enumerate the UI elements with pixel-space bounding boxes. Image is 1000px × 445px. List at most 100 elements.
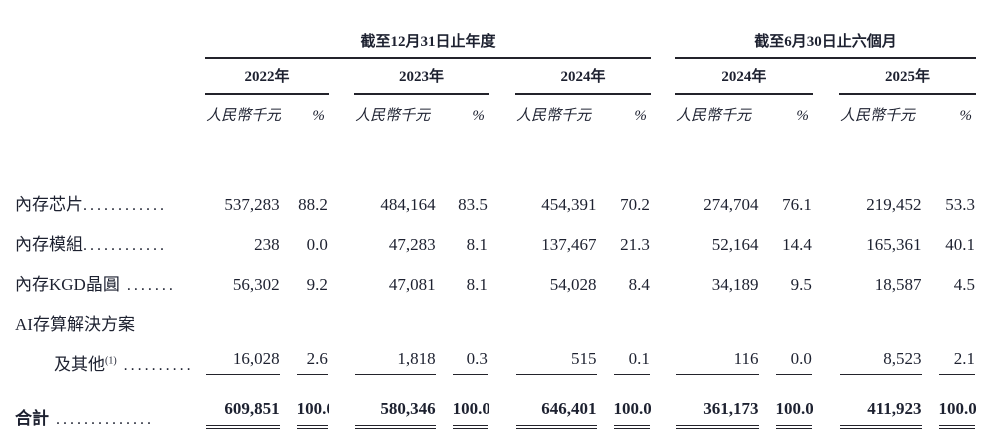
percent-cell: 88.2 [298, 195, 328, 214]
spacer [329, 218, 354, 258]
amount-cell: 1,818 [354, 338, 437, 378]
amount-cell: 34,189 [711, 275, 759, 294]
leader-dots: ............ [83, 237, 167, 254]
spacer [813, 94, 839, 128]
percent-cell: 21.3 [620, 235, 650, 254]
section-spacer [651, 218, 675, 258]
section-spacer [651, 26, 675, 58]
amount-cell: 515 [515, 338, 598, 378]
percent-cell: 0.0 [760, 338, 813, 378]
percent-cell: 8.1 [466, 235, 488, 254]
percent-cell: 100.0 [760, 378, 813, 430]
unit-header: 人民幣千元 [840, 108, 916, 124]
leader-dots: .............. [49, 411, 154, 428]
spacer [489, 178, 515, 218]
unit-header: 人民幣千元 [355, 108, 431, 124]
header-body-gap [14, 128, 976, 178]
spacer [813, 218, 839, 258]
amount-cell: 52,164 [711, 235, 759, 254]
row-label: 及其他(1) .......... [54, 355, 194, 374]
percent-cell: 2.6 [281, 338, 329, 378]
spacer [489, 258, 515, 298]
percent-cell: 70.2 [620, 195, 650, 214]
percent-cell: 100.0 [437, 378, 489, 430]
section-spacer [651, 94, 675, 128]
amount-cell: 47,283 [388, 235, 436, 254]
amount-cell: 165,361 [866, 235, 922, 254]
year-header-2023: 2023年 [354, 58, 489, 95]
leader-dots: ............ [83, 197, 167, 214]
amount-cell: 8,523 [839, 338, 923, 378]
unit-header-row: 人民幣千元 % 人民幣千元 % 人民幣千元 % 人民幣千元 % 人民幣千元 % [14, 94, 976, 128]
percent-header: % [959, 108, 973, 124]
amount-cell: 537,283 [224, 195, 280, 214]
percent-cell: 100.0 [281, 378, 329, 430]
year-header-row: 2022年 2023年 2024年 2024年 2025年 [14, 58, 976, 95]
spacer [813, 178, 839, 218]
percent-cell: 0.0 [306, 235, 328, 254]
spacer [329, 378, 354, 430]
table-row: AI存算解決方案 [14, 298, 976, 338]
empty-cell [14, 26, 205, 58]
row-label: 合計 .............. [15, 409, 154, 428]
row-label: 內存模組............ [15, 235, 167, 254]
total-row: 合計 .............. 609,851 100.0 580,346 … [14, 378, 976, 430]
percent-cell: 8.4 [628, 275, 650, 294]
unit-header: 人民幣千元 [516, 108, 592, 124]
table-row: 及其他(1) .......... 16,028 2.6 1,818 0.3 5… [14, 338, 976, 378]
empty-cell [14, 58, 205, 94]
percent-header: % [634, 108, 647, 124]
percent-cell: 4.5 [953, 275, 975, 294]
table-row: 內存芯片............ 537,283 88.2 484,164 83… [14, 178, 976, 218]
percent-cell: 100.0 [598, 378, 651, 430]
amount-cell: 646,401 [515, 378, 598, 430]
row-label: 內存芯片............ [15, 195, 167, 214]
spacer [489, 378, 515, 430]
unit-header: 人民幣千元 [206, 108, 281, 124]
amount-cell: 219,452 [866, 195, 922, 214]
percent-cell: 9.5 [790, 275, 812, 294]
percent-cell: 0.1 [598, 338, 651, 378]
spacer [813, 58, 839, 94]
amount-cell: 411,923 [839, 378, 923, 430]
spacer [813, 378, 839, 430]
period-header-row: 截至12月31日止年度 截至6月30日止六個月 [14, 26, 976, 59]
amount-cell: 609,851 [205, 378, 280, 430]
percent-cell: 76.1 [782, 195, 812, 214]
spacer [489, 58, 515, 94]
spacer [813, 258, 839, 298]
section-spacer [651, 58, 675, 94]
amount-cell: 484,164 [380, 195, 436, 214]
unit-header: 人民幣千元 [676, 108, 752, 124]
percent-header: % [796, 108, 809, 124]
spacer [329, 94, 354, 128]
percent-cell: 40.1 [945, 235, 975, 254]
empty-cell [205, 298, 976, 338]
amount-cell: 18,587 [874, 275, 922, 294]
amount-cell: 54,028 [549, 275, 597, 294]
leader-dots: .......... [116, 357, 194, 374]
spacer [329, 338, 354, 378]
row-label: 內存KGD晶圓 ....... [15, 275, 176, 294]
amount-cell: 238 [254, 235, 280, 254]
percent-cell: 53.3 [945, 195, 975, 214]
spacer [329, 58, 354, 94]
spacer [489, 94, 515, 128]
amount-cell: 137,467 [541, 235, 597, 254]
period-header-interim: 截至6月30日止六個月 [675, 26, 976, 59]
amount-cell: 274,704 [703, 195, 759, 214]
amount-cell: 580,346 [354, 378, 437, 430]
spacer [489, 218, 515, 258]
percent-cell: 14.4 [782, 235, 812, 254]
section-spacer [651, 378, 675, 430]
table-row: 內存模組............ 238 0.0 47,283 8.1 137,… [14, 218, 976, 258]
amount-cell: 454,391 [541, 195, 597, 214]
period-header-annual: 截至12月31日止年度 [205, 26, 651, 59]
year-header-2024-interim: 2024年 [675, 58, 813, 95]
percent-header: % [312, 108, 325, 124]
spacer [489, 338, 515, 378]
percent-header: % [472, 108, 485, 124]
amount-cell: 16,028 [205, 338, 280, 378]
table-row: 內存KGD晶圓 ....... 56,302 9.2 47,081 8.1 54… [14, 258, 976, 298]
